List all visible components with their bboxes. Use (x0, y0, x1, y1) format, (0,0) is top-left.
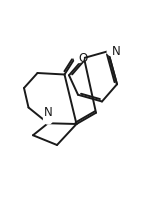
Circle shape (74, 53, 83, 63)
Text: O: O (79, 52, 88, 64)
Circle shape (44, 115, 52, 124)
Text: N: N (44, 106, 52, 120)
Text: N: N (112, 45, 120, 58)
Circle shape (107, 47, 116, 56)
